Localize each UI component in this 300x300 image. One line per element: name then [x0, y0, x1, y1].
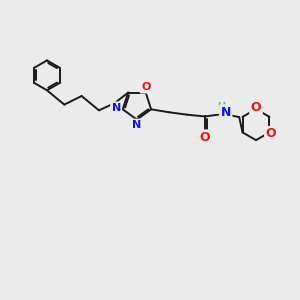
Text: N: N: [132, 120, 142, 130]
Text: O: O: [266, 128, 276, 140]
Text: O: O: [141, 82, 150, 92]
Text: N: N: [220, 106, 231, 119]
Text: H: H: [217, 103, 225, 112]
Text: O: O: [200, 131, 210, 144]
Text: O: O: [251, 101, 261, 114]
Text: N: N: [112, 103, 121, 113]
